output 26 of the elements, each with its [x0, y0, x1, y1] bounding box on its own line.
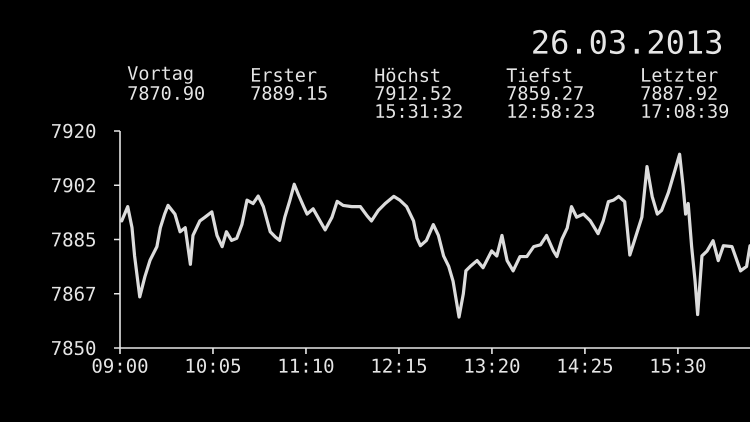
text: Letzter [642, 68, 718, 82]
text: Tiefst [506, 68, 572, 82]
text: Vortag [128, 66, 192, 84]
x-tick-label: 10:05 [186, 358, 240, 373]
text: 12:58:23 [508, 104, 594, 118]
text: 15:31:32 [376, 104, 462, 118]
text: 7887.92 [641, 86, 717, 100]
text: Erster [252, 68, 316, 82]
chart-title: 26.03.2013 [533, 30, 722, 54]
x-tick-label: 14:25 [558, 358, 612, 373]
y-tick-label: 7867 [52, 286, 96, 301]
x-tick-label: 09:00 [92, 358, 148, 373]
text: 7859.27 [507, 86, 583, 100]
text: 7912.52 [375, 86, 451, 100]
text: 7889.15 [251, 86, 327, 100]
y-tick-label: 7850 [52, 340, 96, 356]
x-tick-label: 15:30 [652, 358, 706, 373]
text: Höchst [375, 68, 440, 82]
x-tick-label: 12:15 [372, 358, 426, 373]
x-tick-label: 11:10 [280, 358, 334, 373]
text: 7870.90 [128, 86, 204, 100]
text: 17:08:39 [642, 104, 728, 118]
y-tick-label: 7885 [52, 232, 95, 247]
x-tick-label: 13:20 [466, 358, 520, 373]
y-tick-label: 7902 [52, 178, 95, 192]
y-tick-label: 7920 [52, 124, 96, 138]
